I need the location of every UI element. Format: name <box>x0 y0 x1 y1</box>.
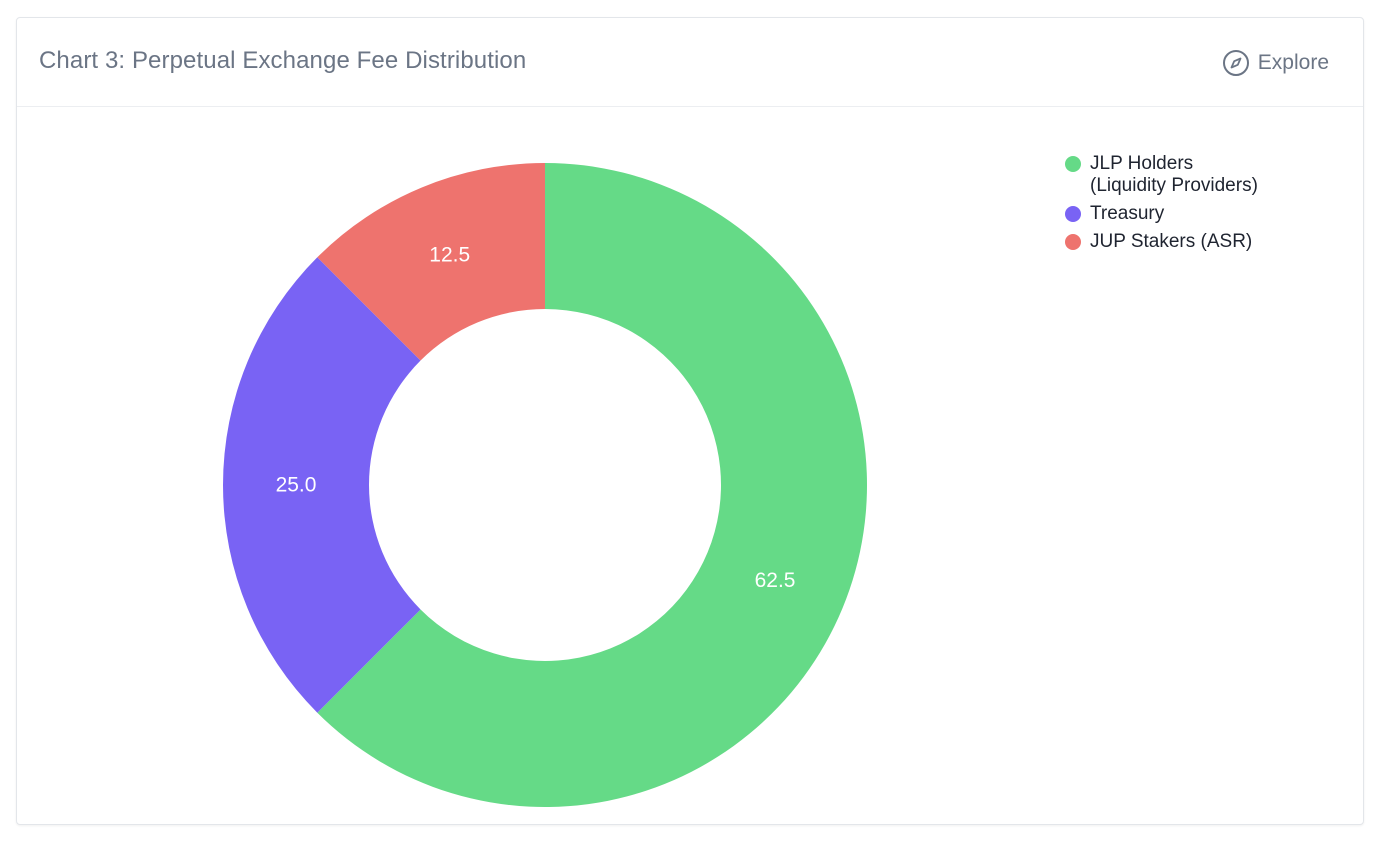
chart-area: 62.5 25.0 12.5 JLP Holders (Liquidity Prov… <box>17 107 1365 825</box>
compass-icon <box>1222 49 1250 77</box>
legend: JLP Holders (Liquidity Providers) Treasur… <box>1065 153 1355 259</box>
legend-swatch <box>1065 156 1081 172</box>
legend-label: Treasury <box>1090 203 1165 224</box>
slice-value-label-2: 25.0 <box>276 474 317 497</box>
donut-slice-1[interactable] <box>317 163 867 807</box>
legend-label: JUP Stakers (ASR) <box>1090 231 1253 252</box>
donut-slice-3[interactable] <box>317 163 545 361</box>
explore-button[interactable]: Explore <box>1222 48 1329 78</box>
slice-value-label-1: 62.5 <box>755 569 796 592</box>
legend-swatch <box>1065 234 1081 250</box>
legend-swatch <box>1065 206 1081 222</box>
explore-label: Explore <box>1257 51 1329 74</box>
chart-card: Chart 3: Perpetual Exchange Fee Distribu… <box>16 17 1364 825</box>
legend-item-1[interactable]: JLP Holders (Liquidity Providers) <box>1065 153 1355 197</box>
legend-item-2[interactable]: Treasury <box>1065 203 1355 225</box>
legend-item-3[interactable]: JUP Stakers (ASR) <box>1065 231 1355 253</box>
card-header: Chart 3: Perpetual Exchange Fee Distribu… <box>17 18 1363 107</box>
donut-chart: 62.5 25.0 12.5 <box>223 163 867 807</box>
donut-slice-2[interactable] <box>223 257 421 713</box>
legend-label: JLP Holders (Liquidity Providers) <box>1090 153 1258 196</box>
slice-value-label-3: 12.5 <box>429 243 470 266</box>
chart-title: Chart 3: Perpetual Exchange Fee Distribu… <box>39 47 527 74</box>
